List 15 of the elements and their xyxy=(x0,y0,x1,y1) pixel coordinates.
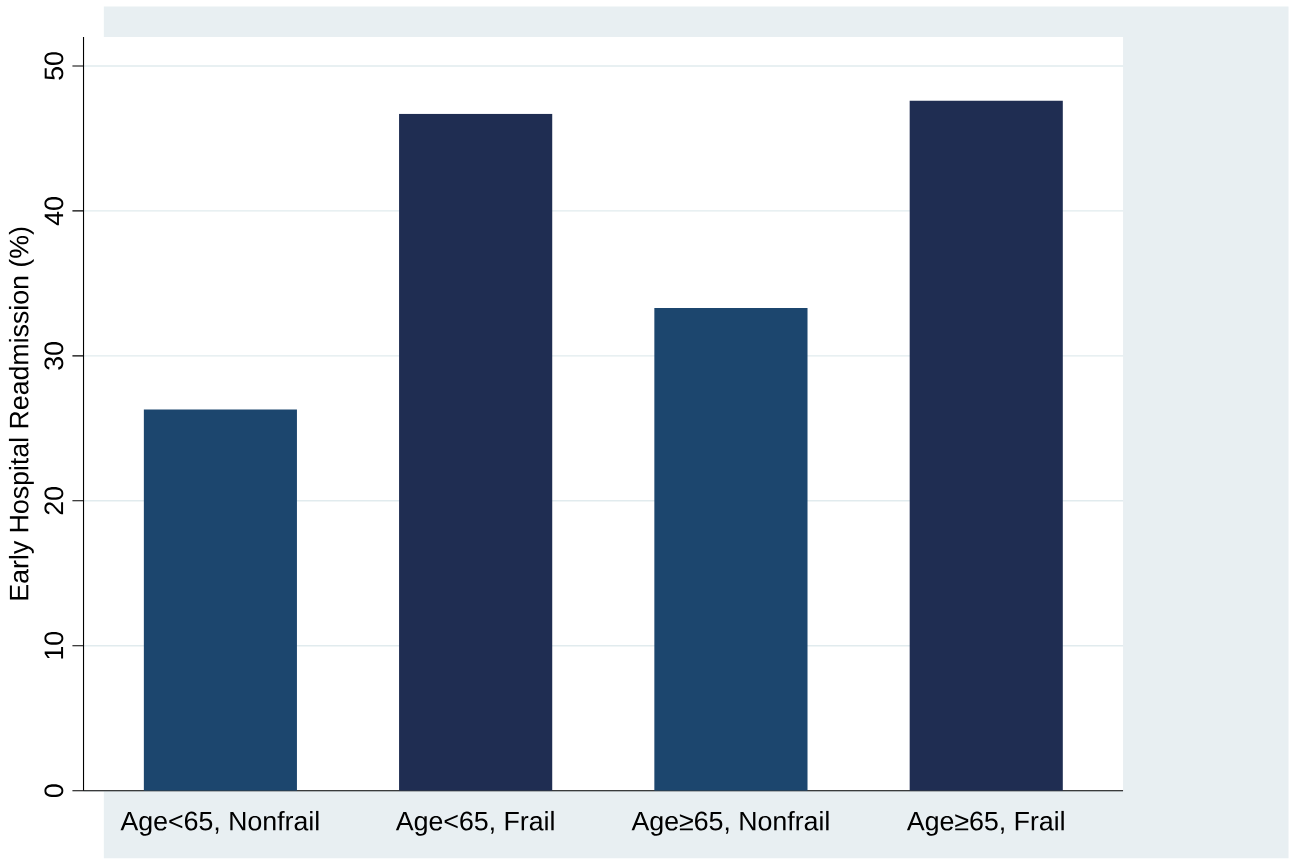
y-tick-label: 0 xyxy=(44,784,64,798)
x-tick-label: Age<65, Frail xyxy=(395,811,554,836)
x-tick-label: Age≥65, Frail xyxy=(906,811,1064,836)
x-tick-label: Age≥65, Nonfrail xyxy=(631,811,829,836)
y-axis-title: Early Hospital Readmission (%) xyxy=(8,227,34,600)
y-tick-label: 20 xyxy=(44,487,64,515)
bar xyxy=(399,113,553,791)
y-tick-label: 10 xyxy=(44,632,64,659)
y-tick-label: 40 xyxy=(44,197,64,226)
y-tick-label: 50 xyxy=(44,52,64,80)
y-tick-label: 30 xyxy=(44,342,64,370)
bar xyxy=(143,409,297,791)
bar xyxy=(909,100,1063,791)
bar xyxy=(654,308,808,791)
x-tick-label: Age<65, Nonfrail xyxy=(120,811,319,836)
